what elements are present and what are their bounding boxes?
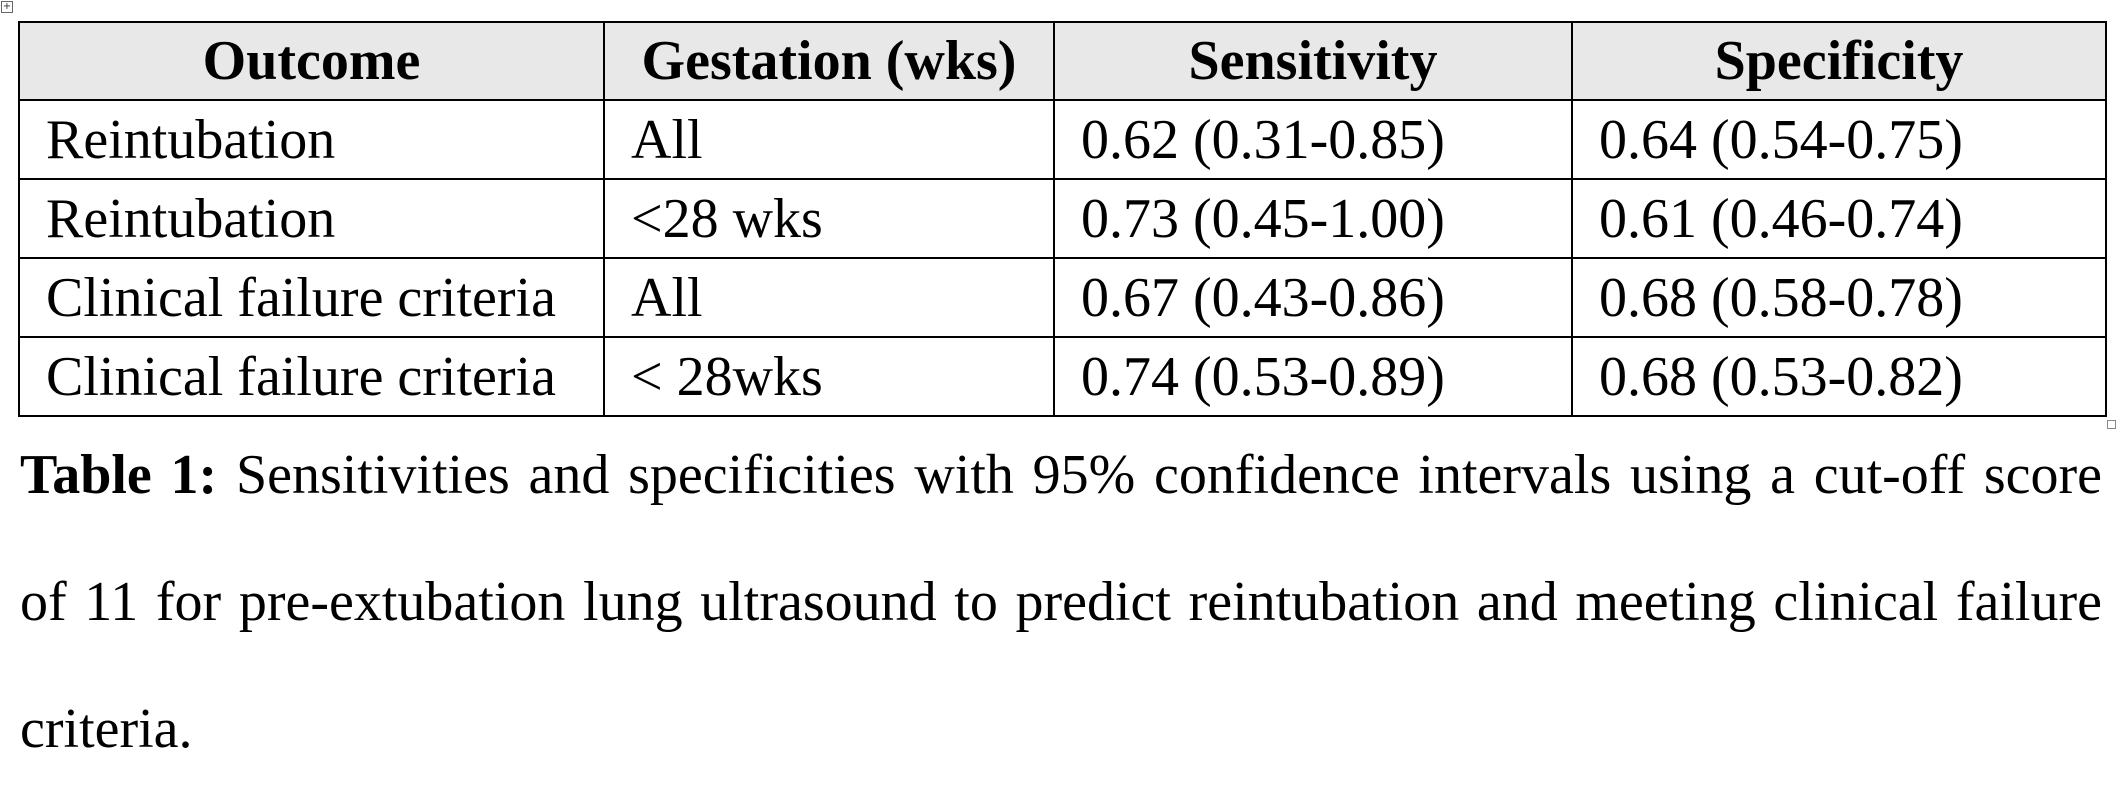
cell-specificity: 0.61 (0.46-0.74)	[1571, 178, 2107, 259]
cell-outcome: Reintubation	[18, 99, 605, 180]
cell-outcome: Clinical failure criteria	[18, 257, 605, 338]
cell-gestation: <28 wks	[603, 178, 1055, 259]
table-row: Clinical failure criteria All 0.67 (0.43…	[18, 257, 2107, 338]
cell-specificity: 0.68 (0.53-0.82)	[1571, 336, 2107, 417]
table-row: Clinical failure criteria < 28wks 0.74 (…	[18, 336, 2107, 417]
cell-gestation: All	[603, 99, 1055, 180]
table-header-row: Outcome Gestation (wks) Sensitivity Spec…	[18, 21, 2107, 101]
header-specificity: Specificity	[1571, 21, 2107, 101]
cell-sensitivity: 0.67 (0.43-0.86)	[1053, 257, 1573, 338]
cell-specificity: 0.68 (0.58-0.78)	[1571, 257, 2107, 338]
cell-gestation: All	[603, 257, 1055, 338]
table-move-handle-icon[interactable]: +	[1, 1, 13, 13]
cell-sensitivity: 0.62 (0.31-0.85)	[1053, 99, 1573, 180]
table-row: Reintubation <28 wks 0.73 (0.45-1.00) 0.…	[18, 178, 2107, 259]
cell-outcome: Reintubation	[18, 178, 605, 259]
cell-gestation: < 28wks	[603, 336, 1055, 417]
results-table: Outcome Gestation (wks) Sensitivity Spec…	[18, 21, 2107, 417]
table-row: Reintubation All 0.62 (0.31-0.85) 0.64 (…	[18, 99, 2107, 180]
header-gestation: Gestation (wks)	[603, 21, 1055, 101]
caption-text: Sensitivities and specificities with 95%…	[20, 444, 2103, 760]
table-resize-handle-icon[interactable]	[2107, 420, 2116, 429]
caption-label: Table 1:	[20, 444, 218, 506]
cell-specificity: 0.64 (0.54-0.75)	[1571, 99, 2107, 180]
header-sensitivity: Sensitivity	[1053, 21, 1573, 101]
cell-sensitivity: 0.73 (0.45-1.00)	[1053, 178, 1573, 259]
table-caption: Table 1: Sensitivities and specificities…	[20, 412, 2102, 793]
cell-sensitivity: 0.74 (0.53-0.89)	[1053, 336, 1573, 417]
cell-outcome: Clinical failure criteria	[18, 336, 605, 417]
header-outcome: Outcome	[18, 21, 605, 101]
